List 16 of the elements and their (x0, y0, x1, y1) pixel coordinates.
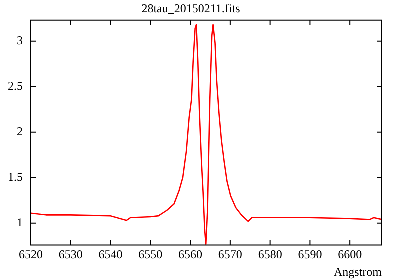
x-tick-label: 6560 (178, 248, 203, 262)
x-tick-label: 6600 (338, 248, 362, 262)
y-tick-label: 1.5 (8, 170, 23, 184)
y-tick-label: 2.5 (8, 78, 23, 93)
x-tick-label: 6530 (58, 248, 83, 262)
x-tick-label: 6550 (138, 248, 163, 262)
y-tick-label: 1 (17, 216, 23, 230)
y-tick-label: 3 (17, 33, 23, 48)
x-tick-label: 6520 (19, 248, 43, 262)
chart-title: 28tau_20150211.fits (142, 1, 241, 16)
x-tick-label: 6580 (258, 248, 282, 262)
x-tick-label: 6570 (218, 248, 242, 262)
x-axis-title: Angstrom (334, 264, 383, 279)
x-tick-label: 6590 (298, 248, 322, 262)
y-tick-label: 2 (17, 124, 23, 138)
x-tick-label: 6540 (98, 248, 123, 262)
